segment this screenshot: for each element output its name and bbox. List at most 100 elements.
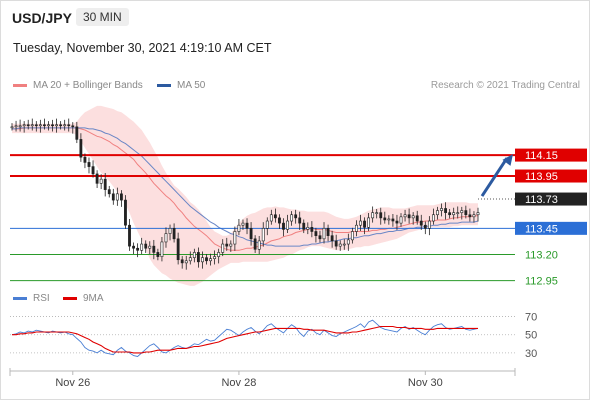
candle-body[interactable] xyxy=(75,126,79,140)
candle-body[interactable] xyxy=(225,243,229,247)
candle-body[interactable] xyxy=(448,212,452,216)
candle-body[interactable] xyxy=(30,124,34,127)
candle-body[interactable] xyxy=(184,260,188,264)
candle-body[interactable] xyxy=(395,220,399,224)
candle-body[interactable] xyxy=(342,243,346,246)
candle-body[interactable] xyxy=(286,220,289,230)
candle-body[interactable] xyxy=(363,220,366,228)
candle-body[interactable] xyxy=(468,214,472,218)
candle-body[interactable] xyxy=(38,124,42,127)
candle-body[interactable] xyxy=(306,227,310,230)
candle-body[interactable] xyxy=(375,212,379,214)
candle-body[interactable] xyxy=(91,166,95,175)
candle-body[interactable] xyxy=(282,222,285,230)
candle-body[interactable] xyxy=(172,228,176,240)
candle-body[interactable] xyxy=(436,210,439,216)
candle-body[interactable] xyxy=(217,252,221,257)
candle-body[interactable] xyxy=(314,231,318,236)
candle-body[interactable] xyxy=(196,252,200,263)
candle-body[interactable] xyxy=(111,193,115,201)
candle-body[interactable] xyxy=(346,239,350,245)
candle-body[interactable] xyxy=(367,217,371,228)
candle-body[interactable] xyxy=(355,224,358,232)
candle-body[interactable] xyxy=(476,212,480,216)
candle-body[interactable] xyxy=(119,193,123,201)
candle-body[interactable] xyxy=(383,217,387,221)
candle-body[interactable] xyxy=(460,210,464,213)
candle-body[interactable] xyxy=(338,243,342,247)
candle-body[interactable] xyxy=(47,124,50,127)
candle-body[interactable] xyxy=(87,162,91,167)
candle-body[interactable] xyxy=(294,214,298,219)
candle-body[interactable] xyxy=(403,214,407,218)
candle-body[interactable] xyxy=(415,215,419,222)
candle-body[interactable] xyxy=(18,125,22,128)
candle-body[interactable] xyxy=(419,220,423,226)
candle-body[interactable] xyxy=(440,208,443,211)
candle-body[interactable] xyxy=(201,257,204,263)
candle-body[interactable] xyxy=(180,259,184,264)
candle-body[interactable] xyxy=(140,243,144,251)
candle-body[interactable] xyxy=(278,217,281,224)
candle-body[interactable] xyxy=(107,189,111,195)
candle-body[interactable] xyxy=(379,212,383,219)
candle-body[interactable] xyxy=(83,156,87,163)
candle-body[interactable] xyxy=(55,124,58,127)
candle-body[interactable] xyxy=(452,212,456,216)
candle-body[interactable] xyxy=(221,243,225,253)
candle-body[interactable] xyxy=(128,224,131,247)
candle-body[interactable] xyxy=(265,220,269,229)
candle-body[interactable] xyxy=(95,173,99,184)
candle-body[interactable] xyxy=(237,224,241,232)
candle-body[interactable] xyxy=(168,228,172,234)
candle-body[interactable] xyxy=(359,220,362,226)
candle-body[interactable] xyxy=(371,212,375,219)
candle-body[interactable] xyxy=(326,228,330,236)
candle-body[interactable] xyxy=(115,193,119,201)
candle-body[interactable] xyxy=(350,231,354,241)
candle-body[interactable] xyxy=(391,218,395,222)
candle-body[interactable] xyxy=(399,216,403,224)
candle-body[interactable] xyxy=(290,214,294,222)
candle-body[interactable] xyxy=(233,231,237,245)
candle-body[interactable] xyxy=(229,243,233,247)
candle-body[interactable] xyxy=(160,241,164,257)
candle-body[interactable] xyxy=(432,214,435,222)
candle-body[interactable] xyxy=(241,222,245,226)
candle-body[interactable] xyxy=(63,124,67,127)
candle-body[interactable] xyxy=(22,124,26,127)
candle-body[interactable] xyxy=(330,235,334,242)
candle-body[interactable] xyxy=(269,214,273,222)
candle-body[interactable] xyxy=(103,178,107,190)
candle-body[interactable] xyxy=(34,124,38,127)
candle-body[interactable] xyxy=(132,245,135,249)
candle-body[interactable] xyxy=(124,199,127,226)
candle-body[interactable] xyxy=(253,238,257,250)
candle-body[interactable] xyxy=(298,217,302,224)
candle-body[interactable] xyxy=(464,210,468,216)
candle-body[interactable] xyxy=(334,240,338,247)
candle-body[interactable] xyxy=(411,215,415,219)
candle-body[interactable] xyxy=(427,220,431,229)
candle-body[interactable] xyxy=(209,258,212,262)
candle-body[interactable] xyxy=(144,243,148,249)
candle-body[interactable] xyxy=(302,222,306,230)
candle-body[interactable] xyxy=(71,125,75,128)
candle-body[interactable] xyxy=(99,178,103,184)
candle-body[interactable] xyxy=(59,124,63,127)
candle-body[interactable] xyxy=(257,240,261,250)
candle-body[interactable] xyxy=(261,228,265,242)
candle-body[interactable] xyxy=(148,245,152,249)
candle-body[interactable] xyxy=(14,125,18,128)
candle-body[interactable] xyxy=(152,245,156,253)
candle-body[interactable] xyxy=(322,228,326,240)
candle-body[interactable] xyxy=(10,126,14,129)
candle-body[interactable] xyxy=(43,124,46,127)
candle-body[interactable] xyxy=(249,228,253,240)
candle-body[interactable] xyxy=(164,233,168,243)
timeframe-badge[interactable]: 30 MIN xyxy=(76,8,129,26)
candle-body[interactable] xyxy=(310,227,314,232)
candle-body[interactable] xyxy=(176,238,180,261)
candle-body[interactable] xyxy=(318,235,322,240)
